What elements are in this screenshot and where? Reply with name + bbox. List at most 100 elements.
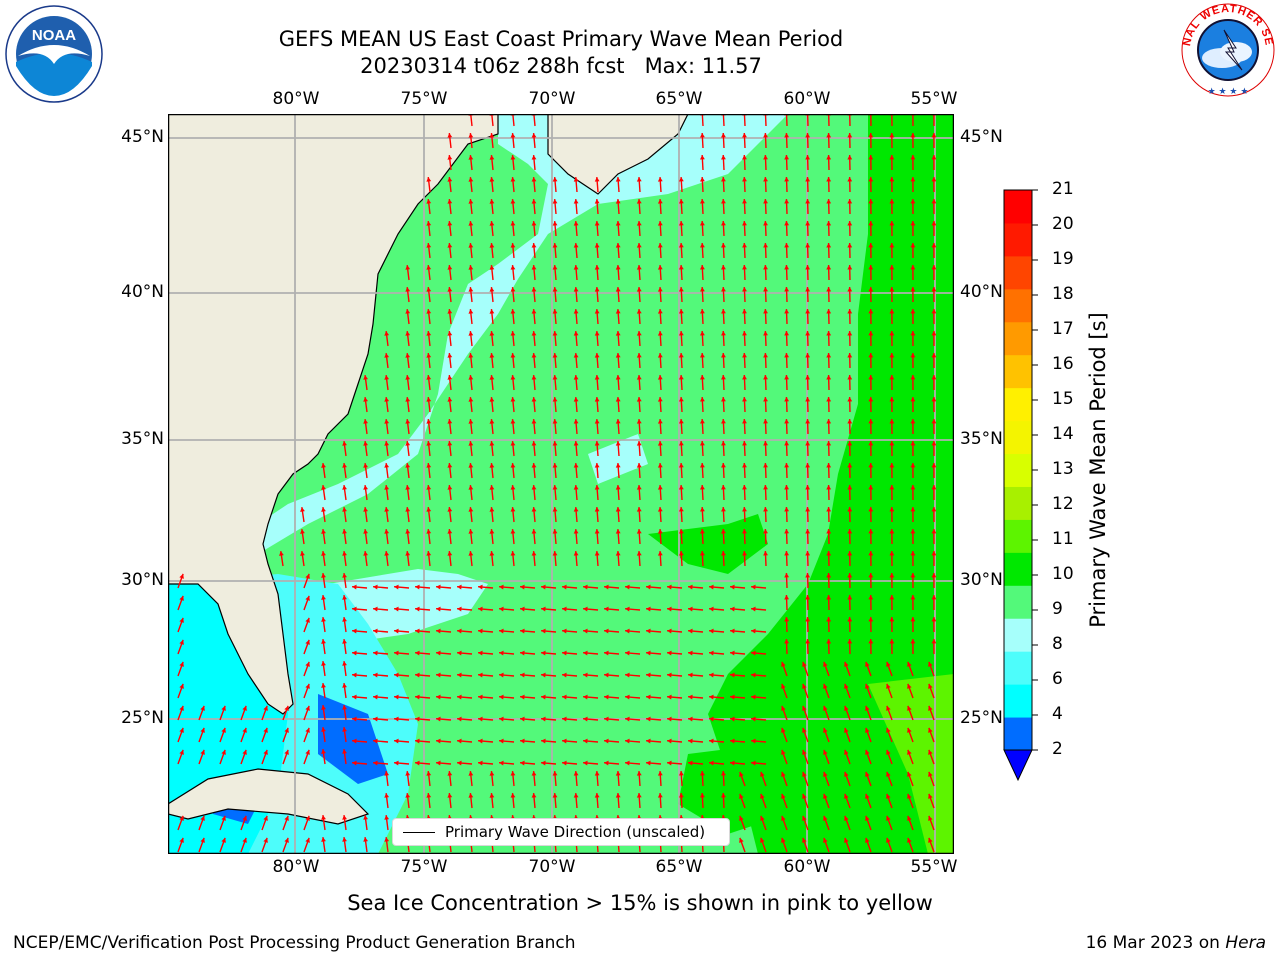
wave-arrow-head xyxy=(468,771,474,776)
wave-arrow-head xyxy=(889,397,895,402)
wave-arrow-head xyxy=(373,672,378,678)
wave-arrow-head xyxy=(847,617,853,622)
wave-arrow-head xyxy=(489,397,495,402)
wave-arrow-head xyxy=(868,507,874,512)
wave-arrow-head xyxy=(868,397,874,402)
wave-arrow-head xyxy=(657,353,663,358)
wave-arrow-head xyxy=(615,265,621,270)
wave-arrow-head xyxy=(931,177,937,182)
lon-label-top: 70°W xyxy=(528,89,576,109)
wave-arrow-head xyxy=(678,463,684,468)
wave-arrow-head xyxy=(844,749,849,755)
wave-arrow-head xyxy=(562,738,567,744)
wave-arrow-head xyxy=(865,683,870,689)
wave-arrow-head xyxy=(688,694,693,700)
wave-arrow-head xyxy=(352,672,357,678)
wave-arrow-head xyxy=(426,507,432,512)
lon-label-top: 65°W xyxy=(655,89,703,109)
wave-arrow-head xyxy=(625,716,630,722)
wave-arrow-head xyxy=(468,793,474,798)
wave-arrow-head xyxy=(363,375,368,380)
wave-arrow-head xyxy=(384,793,390,798)
wave-arrow-head xyxy=(447,463,453,468)
wave-arrow-head xyxy=(221,837,226,843)
wave-arrow-head xyxy=(730,606,735,612)
wave-arrow-head xyxy=(910,397,916,402)
wave-arrow-head xyxy=(847,177,853,182)
wave-arrow-head xyxy=(604,716,609,722)
wave-arrow-head xyxy=(931,309,937,314)
lat-label-right: 25°N xyxy=(960,708,1003,728)
wave-arrow-head xyxy=(868,243,874,248)
wave-arrow-head xyxy=(763,551,768,556)
wave-arrow-head xyxy=(583,694,588,700)
wave-arrow-head xyxy=(742,353,747,358)
chart-subtitle: 20230314 t06z 288h fcst Max: 11.57 xyxy=(360,54,762,78)
wave-arrow-head xyxy=(889,199,895,204)
wave-arrow-head xyxy=(179,683,184,689)
wave-arrow-head xyxy=(541,628,546,634)
wave-arrow-head xyxy=(604,760,609,766)
wave-arrow-shaft xyxy=(701,114,704,127)
wave-arrow-head xyxy=(784,155,790,160)
wave-arrow-head xyxy=(615,309,621,314)
wave-arrow-head xyxy=(426,353,432,358)
wave-arrow-head xyxy=(721,331,726,336)
wave-arrow-head xyxy=(784,133,790,138)
footer-credit: NCEP/EMC/Verification Post Processing Pr… xyxy=(13,933,576,953)
wave-arrow-head xyxy=(657,243,663,248)
noaa-logo-text: NOAA xyxy=(32,27,76,44)
wave-arrow-head xyxy=(700,353,705,358)
wave-arrow-head xyxy=(489,243,495,248)
wave-arrow-head xyxy=(805,133,811,138)
wave-arrow-head xyxy=(763,463,768,468)
wave-arrow-head xyxy=(931,155,937,160)
wave-arrow-head xyxy=(531,243,537,248)
wave-arrow-head xyxy=(742,265,747,270)
colorbar-band xyxy=(1004,585,1032,619)
wave-arrow-head xyxy=(594,529,600,534)
wave-arrow-head xyxy=(646,694,651,700)
wave-arrow-head xyxy=(700,771,705,776)
wave-arrow-head xyxy=(657,265,663,270)
wave-arrow-head xyxy=(889,419,895,424)
wave-arrow-head xyxy=(405,331,411,336)
wave-arrow-head xyxy=(552,419,558,424)
wave-arrow-head xyxy=(646,672,651,678)
wave-arrow-head xyxy=(478,694,483,700)
wave-arrow-head xyxy=(352,694,357,700)
wave-arrow-head xyxy=(763,507,768,512)
wave-arrow-head xyxy=(363,837,368,842)
wave-arrow-head xyxy=(805,463,811,468)
wave-arrow-head xyxy=(562,716,567,722)
wave-arrow-head xyxy=(263,837,268,843)
wave-arrow-head xyxy=(615,551,621,556)
wave-arrow-head xyxy=(305,573,310,579)
wave-arrow-head xyxy=(447,155,453,160)
wave-arrow-head xyxy=(510,221,516,226)
lat-label-right: 35°N xyxy=(960,429,1003,449)
wave-arrow-head xyxy=(823,749,828,755)
wave-arrow-head xyxy=(531,551,537,556)
lon-label-bottom: 60°W xyxy=(783,857,831,877)
wave-arrow-head xyxy=(805,177,811,182)
wave-arrow-head xyxy=(907,793,912,799)
wave-arrow-head xyxy=(868,419,874,424)
wave-arrow-head xyxy=(802,771,807,777)
wave-arrow-head xyxy=(499,694,504,700)
wave-arrow-head xyxy=(742,177,747,182)
wave-arrow-head xyxy=(384,397,390,402)
wave-arrow-head xyxy=(781,793,786,799)
wave-arrow-head xyxy=(447,529,453,534)
wave-arrow-head xyxy=(457,738,462,744)
wave-arrow-head xyxy=(489,463,495,468)
wave-arrow-head xyxy=(510,287,516,292)
wave-arrow-head xyxy=(541,738,546,744)
wave-arrow-head xyxy=(594,309,600,314)
wave-arrow-head xyxy=(552,507,558,512)
wave-arrow-head xyxy=(478,606,483,612)
wave-arrow-head xyxy=(342,815,347,820)
wave-arrow-head xyxy=(802,727,807,733)
wave-arrow-head xyxy=(826,287,832,292)
wave-arrow-head xyxy=(489,485,495,490)
